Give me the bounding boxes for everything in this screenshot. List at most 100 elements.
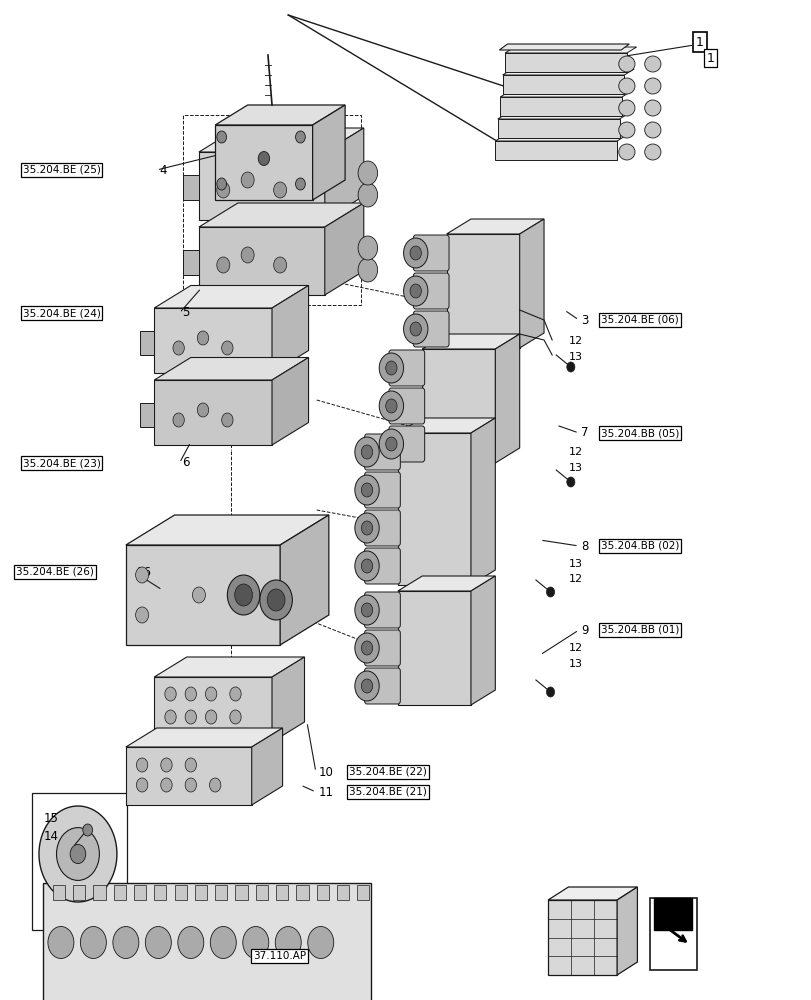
FancyBboxPatch shape bbox=[364, 548, 400, 584]
Ellipse shape bbox=[644, 56, 660, 72]
FancyBboxPatch shape bbox=[43, 883, 371, 1000]
Circle shape bbox=[354, 633, 379, 663]
Text: 9: 9 bbox=[581, 624, 588, 637]
Text: 35.204.BE (24): 35.204.BE (24) bbox=[23, 308, 101, 318]
FancyBboxPatch shape bbox=[388, 426, 424, 462]
FancyBboxPatch shape bbox=[364, 592, 400, 628]
Circle shape bbox=[566, 362, 574, 372]
Polygon shape bbox=[280, 515, 328, 645]
Text: 12: 12 bbox=[568, 643, 581, 653]
Circle shape bbox=[403, 276, 427, 306]
Circle shape bbox=[185, 687, 196, 701]
Polygon shape bbox=[497, 113, 629, 119]
Text: 1: 1 bbox=[706, 51, 714, 64]
FancyBboxPatch shape bbox=[364, 668, 400, 704]
Text: 10: 10 bbox=[318, 766, 333, 778]
Ellipse shape bbox=[618, 122, 634, 138]
Circle shape bbox=[230, 687, 241, 701]
Circle shape bbox=[385, 361, 397, 375]
Text: 14: 14 bbox=[44, 830, 58, 844]
Circle shape bbox=[410, 322, 421, 336]
Circle shape bbox=[379, 391, 403, 421]
Ellipse shape bbox=[644, 100, 660, 116]
Circle shape bbox=[361, 679, 372, 693]
Polygon shape bbox=[470, 418, 495, 585]
Text: 13: 13 bbox=[568, 352, 581, 362]
Circle shape bbox=[113, 926, 139, 958]
Polygon shape bbox=[126, 747, 251, 805]
Polygon shape bbox=[499, 44, 629, 50]
Circle shape bbox=[566, 477, 574, 487]
Text: 35.204.BE (21): 35.204.BE (21) bbox=[349, 787, 427, 797]
Polygon shape bbox=[272, 657, 304, 742]
Bar bbox=[337, 885, 349, 900]
Polygon shape bbox=[500, 97, 621, 116]
Polygon shape bbox=[154, 380, 272, 445]
Polygon shape bbox=[397, 591, 470, 705]
Circle shape bbox=[273, 182, 286, 198]
Circle shape bbox=[361, 445, 372, 459]
Polygon shape bbox=[616, 887, 637, 975]
Bar bbox=[357, 885, 369, 900]
Polygon shape bbox=[215, 105, 345, 125]
Circle shape bbox=[410, 246, 421, 260]
Text: 13: 13 bbox=[568, 659, 581, 669]
Text: 6: 6 bbox=[182, 456, 189, 470]
Circle shape bbox=[185, 758, 196, 772]
Circle shape bbox=[260, 580, 292, 620]
Text: 17: 17 bbox=[679, 916, 693, 928]
Circle shape bbox=[275, 926, 301, 958]
Bar bbox=[276, 885, 288, 900]
Circle shape bbox=[361, 559, 372, 573]
Text: 4: 4 bbox=[159, 163, 166, 176]
Polygon shape bbox=[139, 331, 154, 355]
Polygon shape bbox=[126, 545, 280, 645]
Circle shape bbox=[295, 131, 305, 143]
Bar bbox=[93, 885, 105, 900]
Text: 35.204.BE (25): 35.204.BE (25) bbox=[23, 165, 101, 175]
Circle shape bbox=[361, 603, 372, 617]
Circle shape bbox=[205, 687, 217, 701]
Circle shape bbox=[403, 238, 427, 268]
Circle shape bbox=[80, 926, 106, 958]
Circle shape bbox=[361, 521, 372, 535]
Polygon shape bbox=[251, 728, 282, 805]
FancyBboxPatch shape bbox=[413, 273, 448, 309]
Polygon shape bbox=[497, 119, 619, 138]
Polygon shape bbox=[312, 105, 345, 200]
Polygon shape bbox=[519, 219, 543, 348]
Circle shape bbox=[379, 429, 403, 459]
Polygon shape bbox=[139, 403, 154, 427]
Polygon shape bbox=[272, 286, 308, 373]
Circle shape bbox=[546, 687, 554, 697]
Circle shape bbox=[267, 589, 285, 611]
FancyBboxPatch shape bbox=[364, 434, 400, 470]
Circle shape bbox=[136, 758, 148, 772]
Text: 12: 12 bbox=[568, 574, 581, 584]
Text: 35.204.BE (23): 35.204.BE (23) bbox=[23, 458, 101, 468]
Polygon shape bbox=[495, 334, 519, 463]
Circle shape bbox=[192, 587, 205, 603]
Polygon shape bbox=[446, 234, 519, 348]
Text: 35.204.BE (22): 35.204.BE (22) bbox=[349, 767, 427, 777]
Circle shape bbox=[295, 178, 305, 190]
Polygon shape bbox=[502, 69, 633, 75]
Circle shape bbox=[273, 257, 286, 273]
Text: 7: 7 bbox=[581, 426, 588, 440]
Polygon shape bbox=[154, 308, 272, 373]
Circle shape bbox=[241, 247, 254, 263]
Polygon shape bbox=[199, 152, 324, 220]
Polygon shape bbox=[154, 677, 272, 742]
FancyBboxPatch shape bbox=[413, 311, 448, 347]
Ellipse shape bbox=[618, 56, 634, 72]
Circle shape bbox=[217, 182, 230, 198]
Text: 5: 5 bbox=[182, 306, 189, 320]
Bar bbox=[154, 885, 166, 900]
FancyBboxPatch shape bbox=[364, 510, 400, 546]
Circle shape bbox=[379, 353, 403, 383]
Circle shape bbox=[39, 806, 117, 902]
Polygon shape bbox=[397, 576, 495, 591]
Text: 35.204.BE (06): 35.204.BE (06) bbox=[600, 315, 678, 325]
Polygon shape bbox=[272, 357, 308, 445]
Polygon shape bbox=[547, 900, 616, 975]
